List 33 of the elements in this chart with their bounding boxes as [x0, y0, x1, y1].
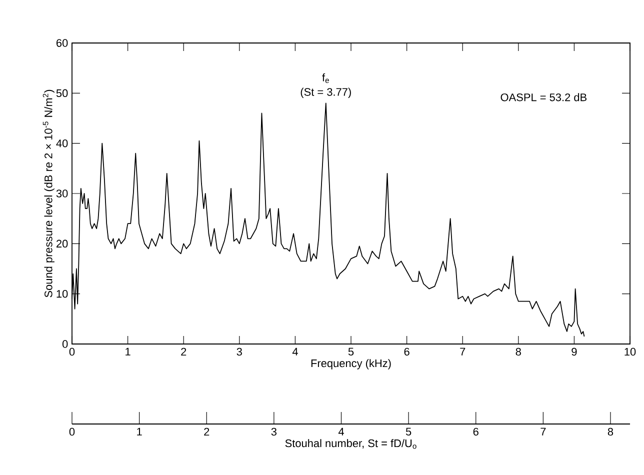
x-tick-label: 4: [292, 348, 298, 356]
x-tick-label: 0: [69, 348, 75, 356]
annotation: (St = 3.77): [300, 88, 351, 98]
x-axis-title: Frequency (kHz): [311, 359, 391, 370]
y-tick-label: 10: [56, 290, 68, 298]
y-tick-label: 0: [62, 340, 68, 348]
x-tick-label: 8: [516, 348, 521, 356]
x2-tick-label: 0: [69, 428, 75, 436]
x-tick-label: 1: [126, 348, 130, 356]
x-tick-label: 6: [404, 348, 410, 356]
y-tick-label: 50: [56, 89, 68, 98]
x2-tick-label: 2: [204, 428, 210, 436]
x2-tick-label: 7: [540, 428, 546, 436]
y-tick-label: 30: [56, 190, 68, 198]
x-tick-label: 3: [236, 348, 242, 356]
annotation: f$_{e}$: [322, 73, 329, 84]
x2-tick-label: 6: [473, 428, 478, 436]
y-tick-label: 40: [56, 139, 68, 148]
x-tick-label: 2: [181, 348, 186, 356]
x2-tick-label: 8: [608, 428, 614, 436]
x-tick-label: 10: [624, 348, 636, 356]
x2-tick-label: 1: [137, 428, 142, 436]
x-tick-label: 7: [460, 348, 466, 356]
x-tick-label: 9: [572, 348, 577, 356]
annotation: OASPL = 53.2 dB: [500, 93, 587, 102]
y-tick-label: 20: [56, 240, 68, 248]
y-axis-title: Sound pressure level (dB re 2 × 10$^{-5}$ N/m$^{2}$): [42, 90, 54, 298]
x2-axis-title: Stouhal number, St = fD/U$_{o}$: [285, 439, 416, 449]
x-tick-label: 5: [348, 348, 354, 356]
x2-tick-label: 4: [338, 428, 344, 436]
y-tick-label: 60: [56, 39, 68, 47]
x2-tick-label: 5: [406, 428, 412, 436]
x2-tick-label: 3: [271, 428, 276, 436]
